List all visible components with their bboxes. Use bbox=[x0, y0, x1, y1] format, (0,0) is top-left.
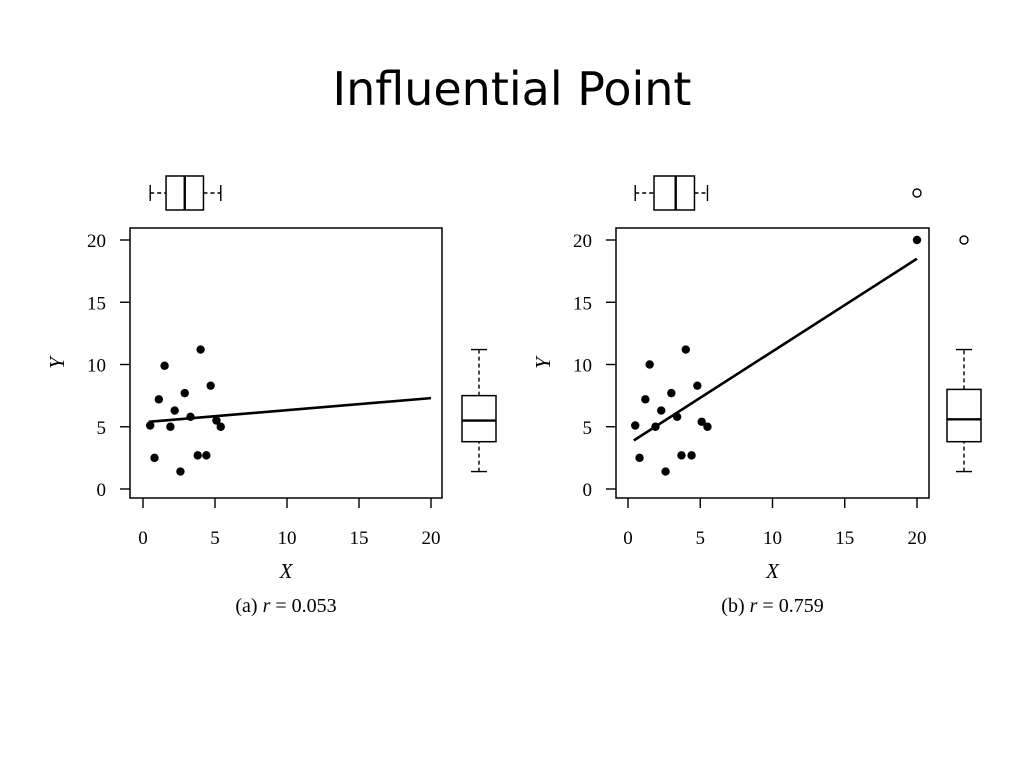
x-tick-label: 10 bbox=[278, 528, 297, 549]
data-point bbox=[661, 467, 670, 476]
plot-frame bbox=[615, 227, 930, 499]
x-tick-label: 0 bbox=[138, 528, 148, 549]
x-tick-label: 5 bbox=[210, 528, 220, 549]
data-point bbox=[703, 422, 712, 431]
y-tick-label: 0 bbox=[583, 480, 593, 501]
y-box bbox=[946, 388, 982, 443]
data-point bbox=[672, 412, 682, 421]
data-point bbox=[150, 453, 159, 463]
y-tick-label: 20 bbox=[87, 231, 106, 252]
data-point bbox=[206, 381, 215, 390]
data-point bbox=[186, 412, 195, 421]
x-tick-label: 20 bbox=[908, 528, 927, 549]
data-point bbox=[645, 360, 654, 369]
data-point bbox=[196, 345, 205, 354]
data-point bbox=[697, 417, 706, 426]
data-point bbox=[635, 453, 644, 463]
plot-frame bbox=[129, 227, 443, 499]
x-tick-label: 5 bbox=[696, 528, 706, 549]
slide-title: Influential Point bbox=[332, 62, 692, 116]
x-box bbox=[653, 175, 696, 211]
x-axis-label: X bbox=[279, 559, 294, 583]
data-point bbox=[212, 416, 221, 425]
y-tick-label: 0 bbox=[97, 480, 107, 501]
data-point bbox=[667, 388, 676, 398]
data-point bbox=[912, 235, 922, 245]
data-point bbox=[180, 388, 189, 398]
data-point bbox=[154, 395, 164, 404]
data-point bbox=[681, 345, 690, 354]
x-box-outlier bbox=[912, 188, 922, 198]
data-point bbox=[651, 422, 660, 431]
panel-b: 0 5 10 15 20 0 5 10 15 20 X Y (b) r = 0.759 bbox=[531, 175, 982, 617]
y-axis-label: Y bbox=[531, 355, 555, 369]
panel-a: 0 5 10 15 20 0 5 10 15 20 X Y (a) r = 0.053 bbox=[45, 175, 497, 617]
y-tick-label: 10 bbox=[87, 356, 106, 377]
x-axis-label: X bbox=[765, 559, 780, 583]
data-point bbox=[641, 395, 650, 404]
y-box bbox=[461, 394, 497, 443]
data-point bbox=[160, 361, 169, 370]
x-tick-label: 15 bbox=[835, 528, 854, 549]
y-tick-label: 15 bbox=[87, 293, 106, 314]
data-point bbox=[687, 451, 696, 460]
data-point bbox=[216, 422, 225, 431]
x-tick-label: 0 bbox=[623, 528, 633, 549]
y-tick-label: 5 bbox=[97, 418, 107, 439]
y-tick-label: 15 bbox=[573, 293, 592, 314]
x-tick-label: 15 bbox=[350, 528, 369, 549]
data-point bbox=[631, 421, 640, 430]
regression-line bbox=[633, 257, 918, 442]
y-box-outlier bbox=[959, 235, 969, 245]
data-point bbox=[657, 406, 666, 415]
data-point bbox=[677, 451, 686, 460]
data-point bbox=[693, 381, 702, 390]
regression-line bbox=[148, 396, 432, 424]
data-point bbox=[166, 422, 175, 431]
y-tick-label: 5 bbox=[583, 418, 593, 439]
data-point bbox=[193, 451, 202, 460]
x-tick-label: 10 bbox=[763, 528, 782, 549]
y-tick-label: 10 bbox=[573, 356, 592, 377]
data-point bbox=[176, 467, 185, 476]
panel-caption: (a) r = 0.053 bbox=[235, 595, 336, 617]
data-point bbox=[202, 451, 211, 460]
x-tick-label: 20 bbox=[422, 528, 441, 549]
panel-caption: (b) r = 0.759 bbox=[721, 595, 823, 617]
data-point bbox=[146, 421, 155, 430]
data-point bbox=[170, 406, 179, 415]
y-tick-label: 20 bbox=[573, 231, 592, 252]
y-axis-label: Y bbox=[45, 355, 69, 369]
